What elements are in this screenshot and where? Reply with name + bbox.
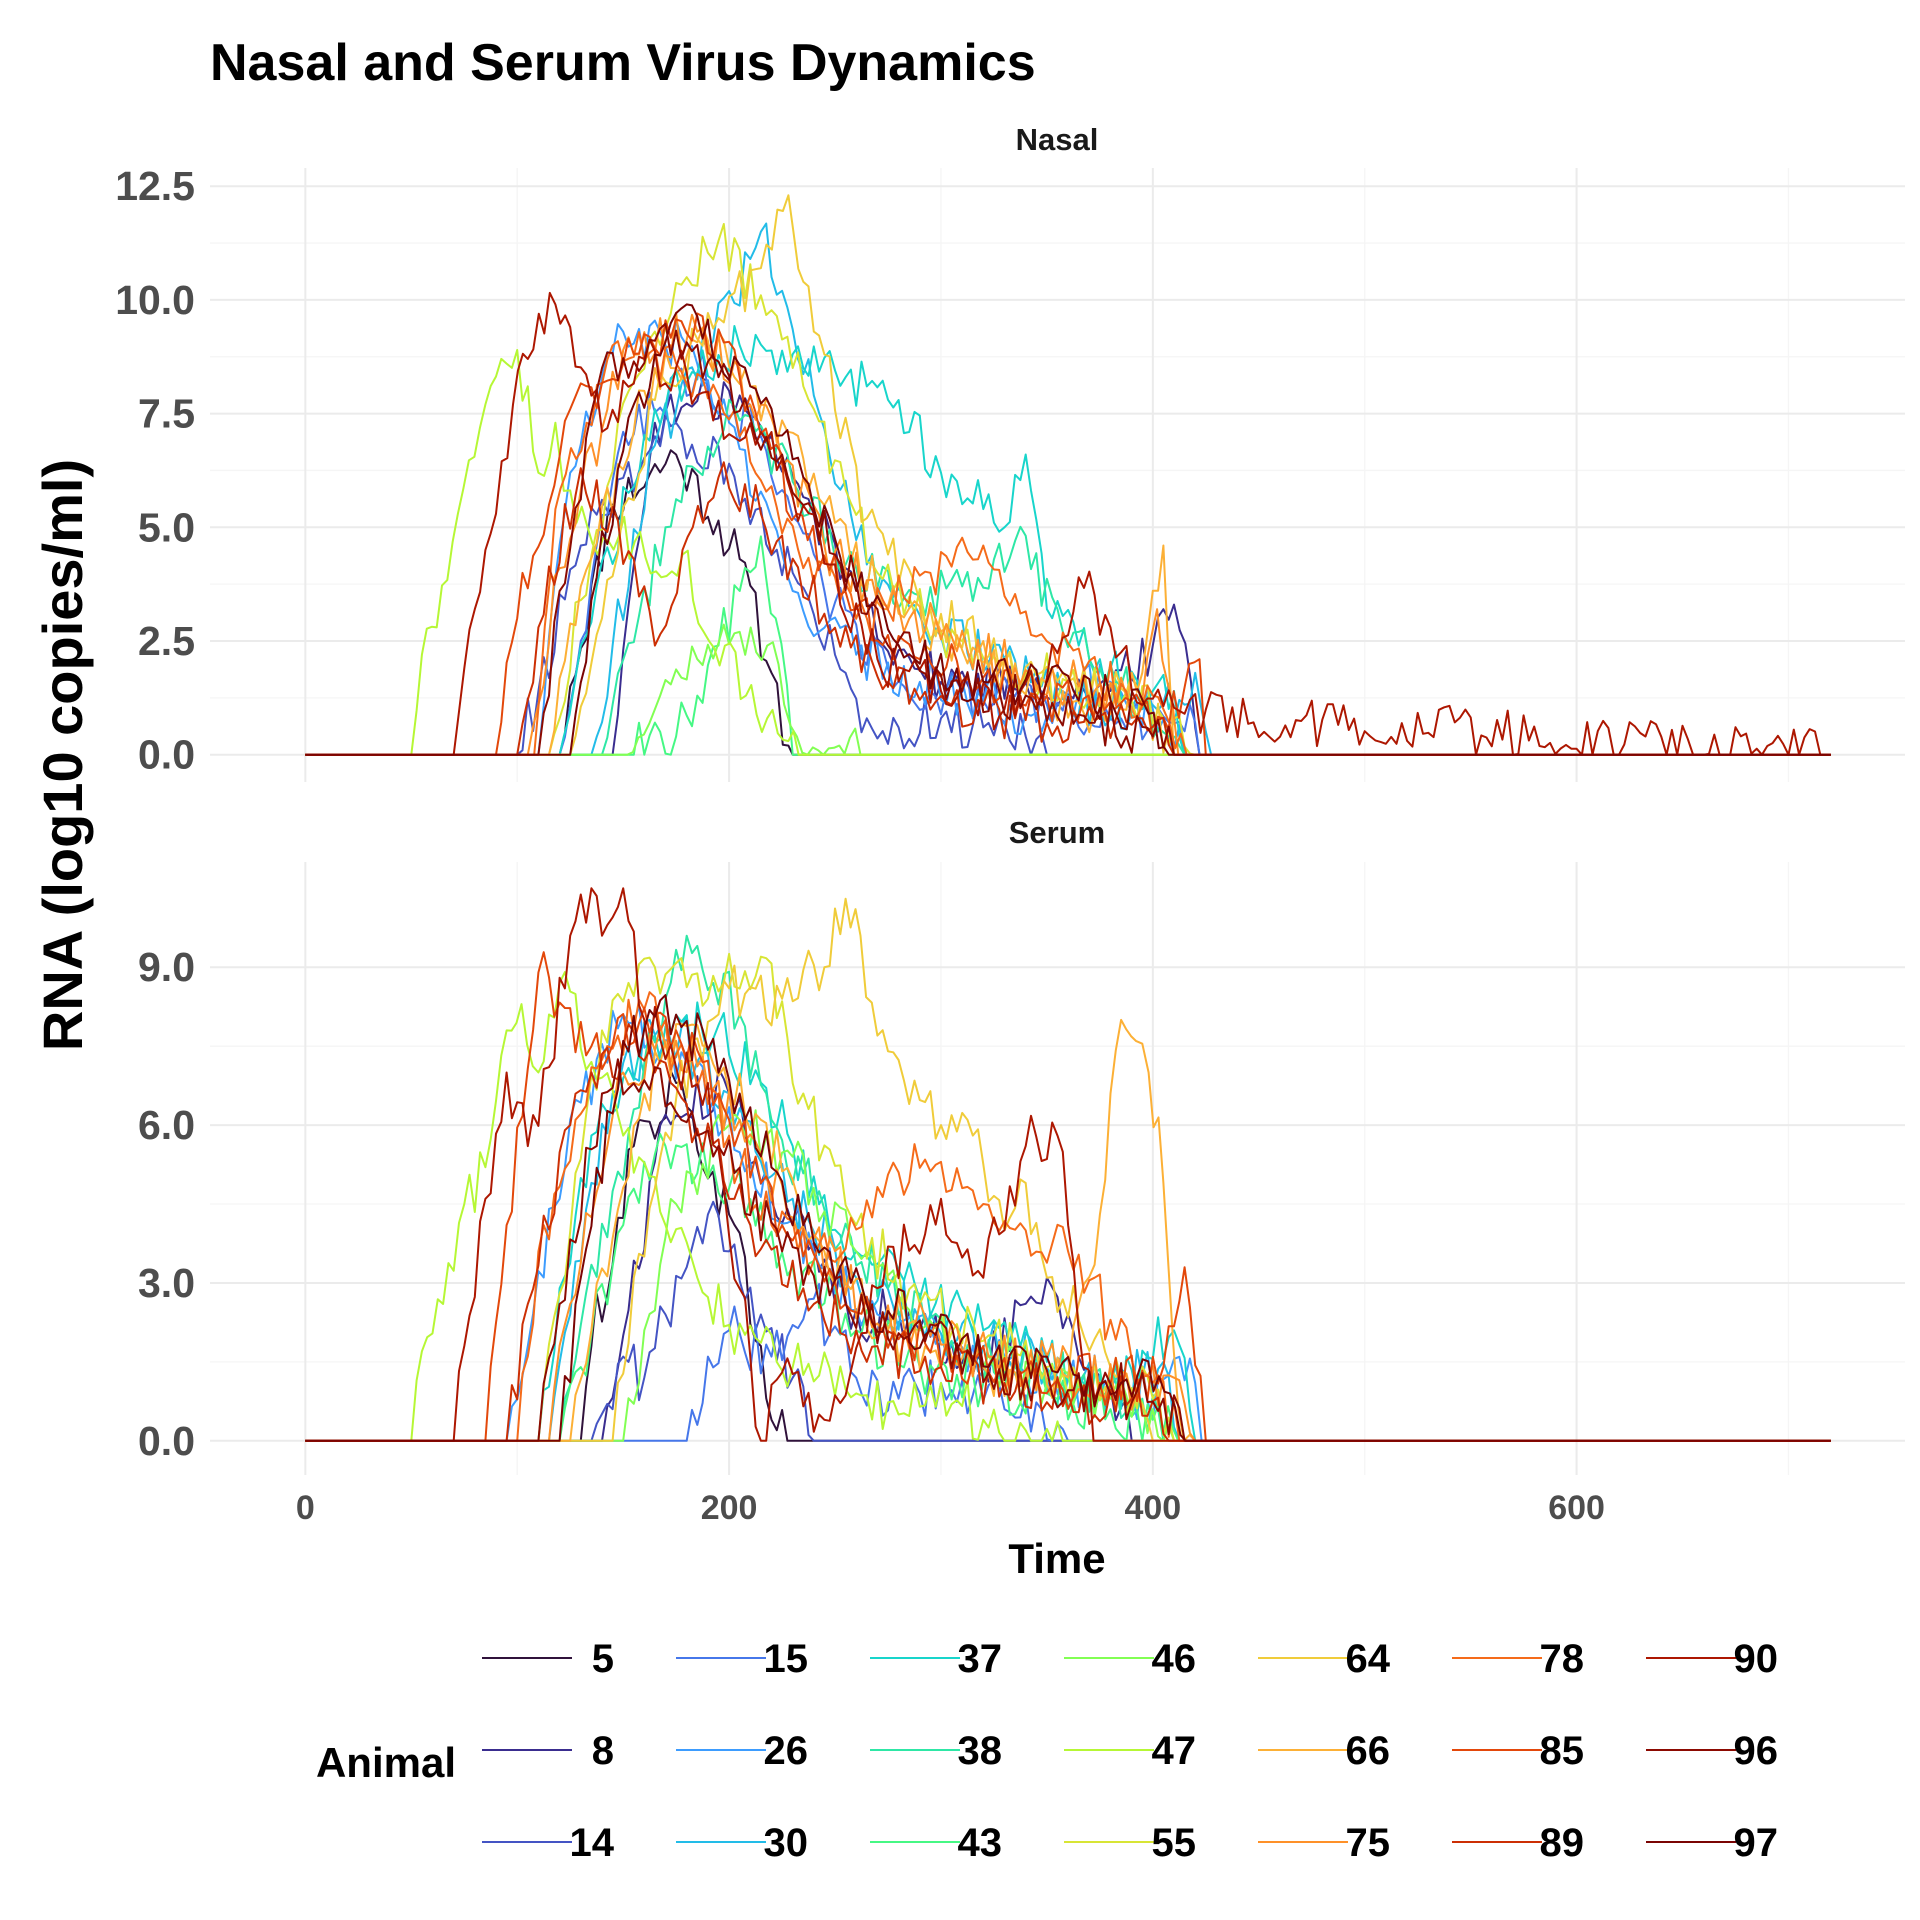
series-line-animal-66 [305,326,1831,756]
series-line-animal-5 [305,1069,1831,1442]
legend-label-47: 47 [1152,1729,1197,1773]
series-line-animal-97 [305,303,1831,756]
legend-label-43: 43 [958,1821,1003,1865]
x-tick-label: 200 [701,1489,758,1527]
legend-label-55: 55 [1152,1821,1197,1865]
series-line-animal-90 [305,291,1831,756]
y-tick-label: 0.0 [138,732,195,778]
panel-nasal: 0.0 2.5 5.0 7.5 10.0 12.5 [115,163,1905,782]
chart-title: Nasal and Serum Virus Dynamics [210,34,1036,92]
legend-label-15: 15 [764,1637,809,1681]
y-tick-label: 9.0 [138,944,195,990]
panel-serum: 0.0 3.0 6.0 9.0 [138,862,1905,1475]
series-line-animal-78 [305,331,1831,756]
y-tick-label: 10.0 [115,277,195,323]
legend-label-75: 75 [1346,1821,1391,1865]
x-axis: 0 200 400 600 [296,1489,1605,1527]
legend-label-8: 8 [592,1729,614,1773]
legend-label-46: 46 [1152,1637,1197,1681]
legend-label-85: 85 [1540,1729,1585,1773]
y-tick-label: 2.5 [138,618,195,664]
legend-label-97: 97 [1734,1821,1779,1865]
legend: Animal 5 8 14 15 26 30 37 38 43 46 47 55 64 66 75 78 85 8… [316,1637,1778,1865]
x-axis-title: Time [1008,1535,1105,1582]
series-line-animal-64 [305,897,1831,1442]
strip-label-nasal: Nasal [1016,122,1099,157]
legend-label-96: 96 [1734,1729,1779,1773]
legend-label-37: 37 [958,1637,1003,1681]
legend-label-66: 66 [1346,1729,1391,1773]
series-line-animal-43 [305,535,1831,756]
legend-label-89: 89 [1540,1821,1585,1865]
y-tick-label: 0.0 [138,1418,195,1464]
series-line-animal-47 [305,349,1831,756]
legend-label-30: 30 [764,1821,809,1865]
legend-label-5: 5 [592,1637,614,1681]
strip-label-serum: Serum [1009,815,1105,850]
legend-label-14: 14 [570,1821,615,1865]
y-tick-label: 12.5 [115,163,195,209]
series-line-animal-46 [305,623,1831,756]
series-line-animal-64 [305,194,1831,756]
series-line-animal-38 [305,399,1831,756]
legend-title: Animal [316,1739,456,1786]
series-line-animal-75 [305,311,1831,756]
x-tick-label: 600 [1548,1489,1605,1527]
y-tick-label: 6.0 [138,1102,195,1148]
x-tick-label: 0 [296,1489,315,1527]
legend-label-64: 64 [1346,1637,1391,1681]
x-tick-label: 400 [1124,1489,1181,1527]
y-axis-title: RNA (log10 copies/ml) [31,459,94,1051]
y-tick-label: 3.0 [138,1260,195,1306]
y-tick-label: 7.5 [138,391,195,437]
series-line-animal-85 [305,951,1831,1442]
series-line-animal-90 [305,887,1831,1442]
series-line-animal-5 [305,449,1831,756]
series-line-animal-47 [305,971,1831,1442]
series-line-animal-97 [305,994,1831,1442]
legend-label-78: 78 [1540,1637,1585,1681]
legend-label-90: 90 [1734,1637,1779,1681]
series-line-animal-89 [305,461,1831,756]
series-line-animal-96 [305,322,1831,756]
legend-label-26: 26 [764,1729,809,1773]
series-line-animal-14 [305,414,1831,756]
series-line-animal-37 [305,325,1831,756]
series-line-animal-85 [305,312,1831,756]
legend-label-38: 38 [958,1729,1003,1773]
y-tick-label: 5.0 [138,504,195,550]
